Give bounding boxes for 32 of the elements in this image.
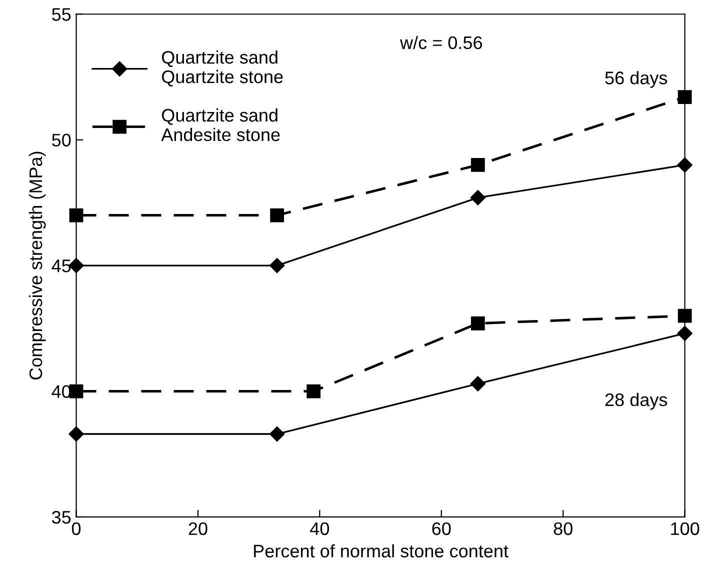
- y-tick-label: 35: [52, 510, 71, 524]
- annotation: 28 days: [605, 392, 668, 410]
- y-tick-label: 55: [52, 8, 71, 21]
- annotation: 56 days: [605, 71, 668, 88]
- point: [678, 308, 692, 323]
- point: [270, 208, 284, 222]
- point: [677, 326, 692, 342]
- x-tick-label: 60: [432, 522, 451, 536]
- legend-label: Quartzite sand Andesite stone: [161, 108, 280, 142]
- x-tick-label: 20: [188, 522, 208, 536]
- point: [69, 208, 84, 222]
- point: [677, 157, 692, 173]
- point: [270, 258, 285, 274]
- point: [470, 316, 485, 330]
- point: [470, 376, 486, 392]
- legend-label: Quartzite sand Quartzite stone: [162, 50, 283, 86]
- annotation: w/c = 0.56: [400, 36, 482, 50]
- y-tick-label: 45: [52, 260, 71, 272]
- point: [306, 384, 321, 398]
- point: [678, 90, 692, 104]
- point: [470, 190, 486, 206]
- x-tick-label: 80: [554, 522, 572, 536]
- y-axis-title: Compressive strength (MPa): [28, 152, 46, 380]
- x-tick-label: 0: [72, 522, 81, 536]
- y-tick-label: 50: [52, 134, 71, 147]
- point: [68, 426, 84, 442]
- point: [270, 426, 285, 442]
- x-axis-title: Percent of normal stone content: [254, 544, 508, 558]
- point: [69, 384, 84, 398]
- point: [470, 158, 485, 172]
- x-tick-label: 100: [671, 522, 700, 536]
- x-tick-label: 40: [310, 522, 330, 536]
